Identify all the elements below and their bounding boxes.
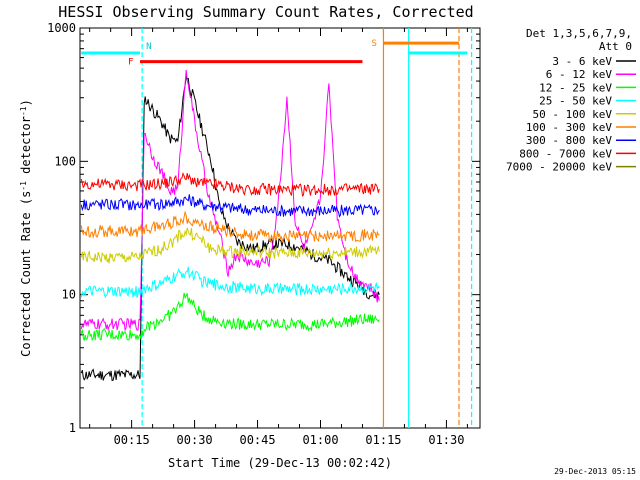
legend-label: 7000 - 20000 keV xyxy=(506,161,612,174)
y-tick-label: 10 xyxy=(62,288,76,302)
series-line xyxy=(80,292,380,342)
legend-label: 25 - 50 keV xyxy=(539,95,612,108)
y-tick-label: 1000 xyxy=(47,21,76,35)
chart-title: HESSI Observing Summary Count Rates, Cor… xyxy=(58,3,473,21)
series-line xyxy=(80,69,380,332)
legend-title-line1: Det 1,3,5,6,7,9, xyxy=(526,27,632,40)
legend-title-line2: Att 0 xyxy=(599,40,632,53)
legend-label: 100 - 300 keV xyxy=(526,121,612,134)
legend-label: 12 - 25 keV xyxy=(539,81,612,94)
x-tick-label: 01:30 xyxy=(428,433,464,447)
legend-label: 50 - 100 keV xyxy=(533,108,613,121)
plot-area: 1 10 100 1000 00:15 00:30 00:45 01:00 01:15 01:30… xyxy=(47,21,481,447)
interval-label-s: S xyxy=(371,39,376,49)
series-line xyxy=(80,210,380,243)
legend-label: 3 - 6 keV xyxy=(552,55,612,68)
series-line xyxy=(80,266,380,299)
x-tick-label: 00:45 xyxy=(239,433,275,447)
legend-label: 800 - 7000 keV xyxy=(519,147,612,160)
x-tick-label: 01:00 xyxy=(302,433,338,447)
x-tick-label: 00:30 xyxy=(177,433,213,447)
legend-label: 300 - 800 keV xyxy=(526,134,612,147)
x-tick-label: 00:15 xyxy=(114,433,150,447)
y-tick-label: 100 xyxy=(54,154,76,168)
x-axis-label: Start Time (29-Dec-13 00:02:42) xyxy=(168,456,392,470)
interval-label-f: F xyxy=(128,58,133,68)
x-tick-label: 01:15 xyxy=(365,433,401,447)
y-axis-label: Corrected Count Rate (s-1 detector-1) xyxy=(19,99,34,357)
interval-label-n: N xyxy=(146,42,151,52)
y-tick-label: 1 xyxy=(69,421,76,435)
series-line xyxy=(80,227,380,264)
series-line xyxy=(80,194,380,218)
plot-frame xyxy=(79,27,481,429)
footer-timestamp: 29-Dec-2013 05:15 xyxy=(554,467,636,476)
series-line xyxy=(80,171,380,197)
legend-label: 6 - 12 keV xyxy=(546,68,613,81)
